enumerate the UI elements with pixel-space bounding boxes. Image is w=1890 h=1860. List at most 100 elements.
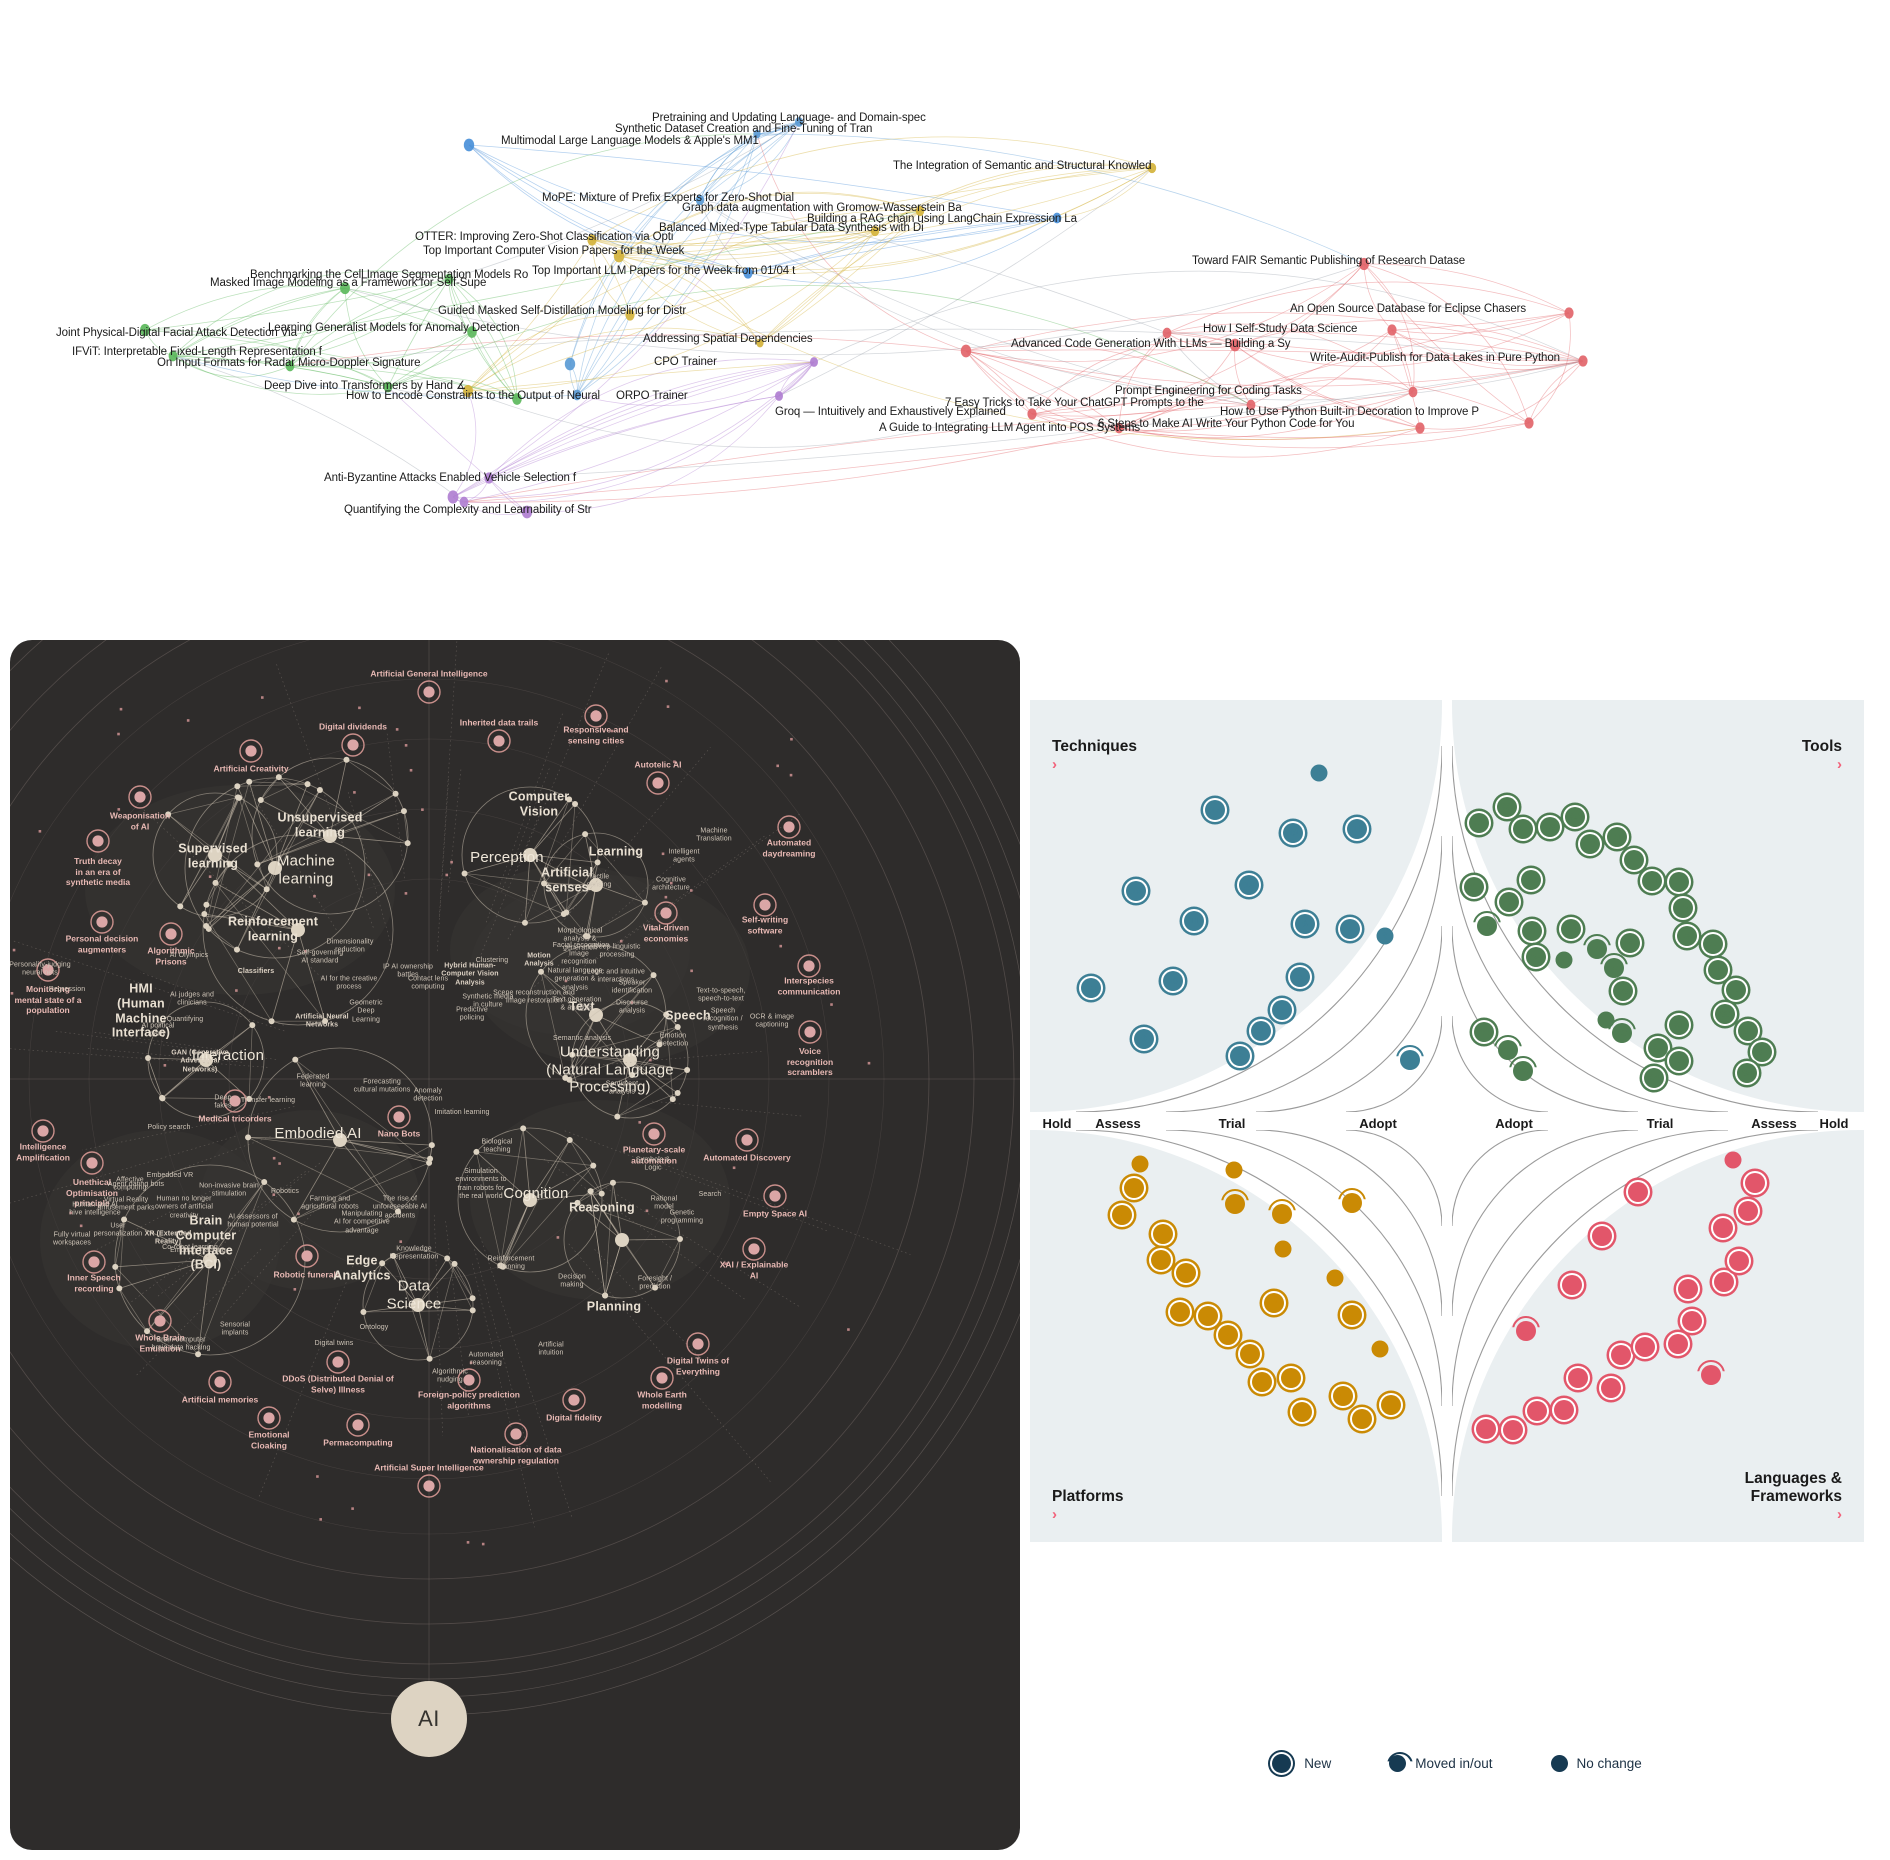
quadrant-title-platforms[interactable]: Platforms › <box>1052 1470 1124 1524</box>
network-node[interactable] <box>1387 324 1397 336</box>
ai-map-outer-node[interactable] <box>783 821 795 833</box>
ai-map-hub-label[interactable]: Computer Vision <box>508 789 570 818</box>
network-node[interactable] <box>1114 422 1124 434</box>
ai-map-outer-node[interactable] <box>229 1095 241 1107</box>
radar-blip[interactable]: 98 <box>1678 1279 1698 1299</box>
radar-blip[interactable]: 30 <box>1112 1205 1132 1225</box>
network-node[interactable] <box>960 344 972 358</box>
quadrant-title-tools[interactable]: Tools › <box>1802 720 1842 774</box>
radar-blip[interactable]: 1 <box>1396 1045 1424 1070</box>
network-node[interactable] <box>753 129 761 139</box>
radar-blip[interactable]: 16 <box>1126 881 1146 901</box>
radar-blip[interactable]: 76 <box>1677 926 1697 946</box>
ai-map-node[interactable] <box>379 1260 386 1267</box>
radar-blip[interactable]: 66 <box>1497 797 1517 817</box>
radar-blip[interactable]: 51 <box>1522 921 1542 941</box>
ai-map-node[interactable] <box>254 861 261 868</box>
radar-blip[interactable]: 39 <box>1281 1368 1301 1388</box>
radar-blip[interactable]: 13 <box>1283 823 1303 843</box>
radar-blip[interactable]: 75 <box>1673 898 1693 918</box>
network-node[interactable] <box>572 389 582 401</box>
radar-blip[interactable]: 79 <box>1726 980 1746 1000</box>
ai-map-node[interactable] <box>394 1208 401 1215</box>
ai-map-node[interactable] <box>669 1096 676 1103</box>
network-node[interactable] <box>1027 408 1037 420</box>
ai-map-outer-node[interactable] <box>352 1419 364 1431</box>
ai-map-outer-node[interactable] <box>510 1428 522 1440</box>
ai-map-node[interactable] <box>594 859 601 866</box>
ai-map-node[interactable] <box>521 919 528 926</box>
network-node[interactable] <box>1147 162 1157 174</box>
ai-knowledge-map[interactable]: Artificial General Intelligence Inherited… <box>10 640 1020 1850</box>
ai-map-node[interactable] <box>569 1051 576 1058</box>
radar-blip[interactable]: 23 <box>1274 1240 1292 1258</box>
ai-map-node[interactable] <box>566 796 573 803</box>
ai-map-node[interactable] <box>246 1095 253 1102</box>
radar-blip[interactable]: 72 <box>1624 850 1644 870</box>
network-node[interactable] <box>743 267 753 279</box>
network-node[interactable] <box>1415 422 1425 434</box>
radar-blip[interactable]: 41 <box>1333 1386 1353 1406</box>
ai-map-node[interactable] <box>292 1056 299 1063</box>
network-node[interactable] <box>1359 257 1369 271</box>
radar-blip[interactable]: 10 <box>1163 971 1183 991</box>
paper-network-graph[interactable]: Pretraining and Updating Language- and D… <box>0 0 1890 620</box>
ai-map-outer-node[interactable] <box>37 1125 49 1137</box>
radar-blip[interactable]: 38 <box>1252 1372 1272 1392</box>
ai-map-hub-label[interactable]: Speech <box>665 1008 711 1023</box>
radar-blip[interactable]: 63 <box>1669 1051 1689 1071</box>
ai-map-hub-node[interactable] <box>268 861 282 875</box>
ai-map-hub-label[interactable]: Brain Computer Interface (BCI) <box>175 1213 237 1272</box>
quadrant-title-techniques[interactable]: Techniques › <box>1052 720 1137 774</box>
ai-map-node[interactable] <box>404 840 411 847</box>
ai-map-node[interactable] <box>426 1355 433 1362</box>
ai-map-node[interactable] <box>233 946 240 953</box>
ai-map-node[interactable] <box>566 1136 573 1143</box>
radar-blip[interactable]: 15 <box>1081 978 1101 998</box>
ai-map-outer-node[interactable] <box>692 1338 704 1350</box>
radar-blip[interactable]: 42 <box>1352 1409 1372 1429</box>
network-node[interactable] <box>695 194 705 206</box>
radar-blip[interactable]: 18 <box>1310 764 1328 782</box>
ai-map-hub-node[interactable] <box>291 923 305 937</box>
ai-map-hub-node[interactable] <box>523 1193 537 1207</box>
ai-map-node[interactable] <box>537 968 544 975</box>
radar-blip[interactable]: 8 <box>1376 927 1394 945</box>
radar-blip[interactable]: 25 <box>1326 1269 1344 1287</box>
radar-blip[interactable]: 43 <box>1381 1395 1401 1415</box>
radar-blip[interactable]: 35 <box>1198 1306 1218 1326</box>
radar-blip[interactable]: 40 <box>1292 1402 1312 1422</box>
ai-map-node[interactable] <box>656 1041 663 1048</box>
ai-map-node[interactable] <box>316 787 323 794</box>
radar-blip[interactable]: 102 <box>1738 1201 1758 1221</box>
network-node[interactable] <box>1052 212 1062 224</box>
radar-blip[interactable]: 50 <box>1521 870 1541 890</box>
radar-blip[interactable]: 99 <box>1714 1272 1734 1292</box>
ai-map-outer-node[interactable] <box>769 1190 781 1202</box>
radar-blip[interactable]: 64 <box>1644 1068 1664 1088</box>
ai-map-node[interactable] <box>451 1260 458 1267</box>
radar-blip[interactable]: 7 <box>1340 919 1360 939</box>
ai-map-node[interactable] <box>360 1308 367 1315</box>
radar-blip[interactable]: 9 <box>1134 1029 1154 1049</box>
radar-blip[interactable]: 4 <box>1272 1000 1292 1020</box>
ai-map-outer-node[interactable] <box>245 745 257 757</box>
radar-blip[interactable]: 17 <box>1205 800 1225 820</box>
ai-map-node[interactable] <box>663 1011 670 1018</box>
network-node[interactable] <box>340 281 350 295</box>
ai-map-node[interactable] <box>684 1067 691 1074</box>
ai-map-outer-node[interactable] <box>86 1157 98 1169</box>
ai-map-hub-label[interactable]: Perception <box>470 849 544 867</box>
ai-map-node[interactable] <box>145 1055 152 1062</box>
radar-blip[interactable]: 78 <box>1708 960 1728 980</box>
network-node[interactable] <box>1564 307 1574 319</box>
ai-map-node[interactable] <box>652 1284 659 1291</box>
network-node[interactable] <box>1246 399 1256 411</box>
radar-blip[interactable]: 37 <box>1240 1344 1260 1364</box>
radar-blip[interactable]: 85 <box>1562 1275 1582 1295</box>
ai-map-node[interactable] <box>236 794 243 801</box>
radar-blip[interactable]: 67 <box>1513 819 1533 839</box>
radar-blip[interactable]: 100 <box>1729 1251 1749 1271</box>
ai-map-node[interactable] <box>590 1162 597 1169</box>
radar-blip[interactable]: 93 <box>1601 1378 1621 1398</box>
